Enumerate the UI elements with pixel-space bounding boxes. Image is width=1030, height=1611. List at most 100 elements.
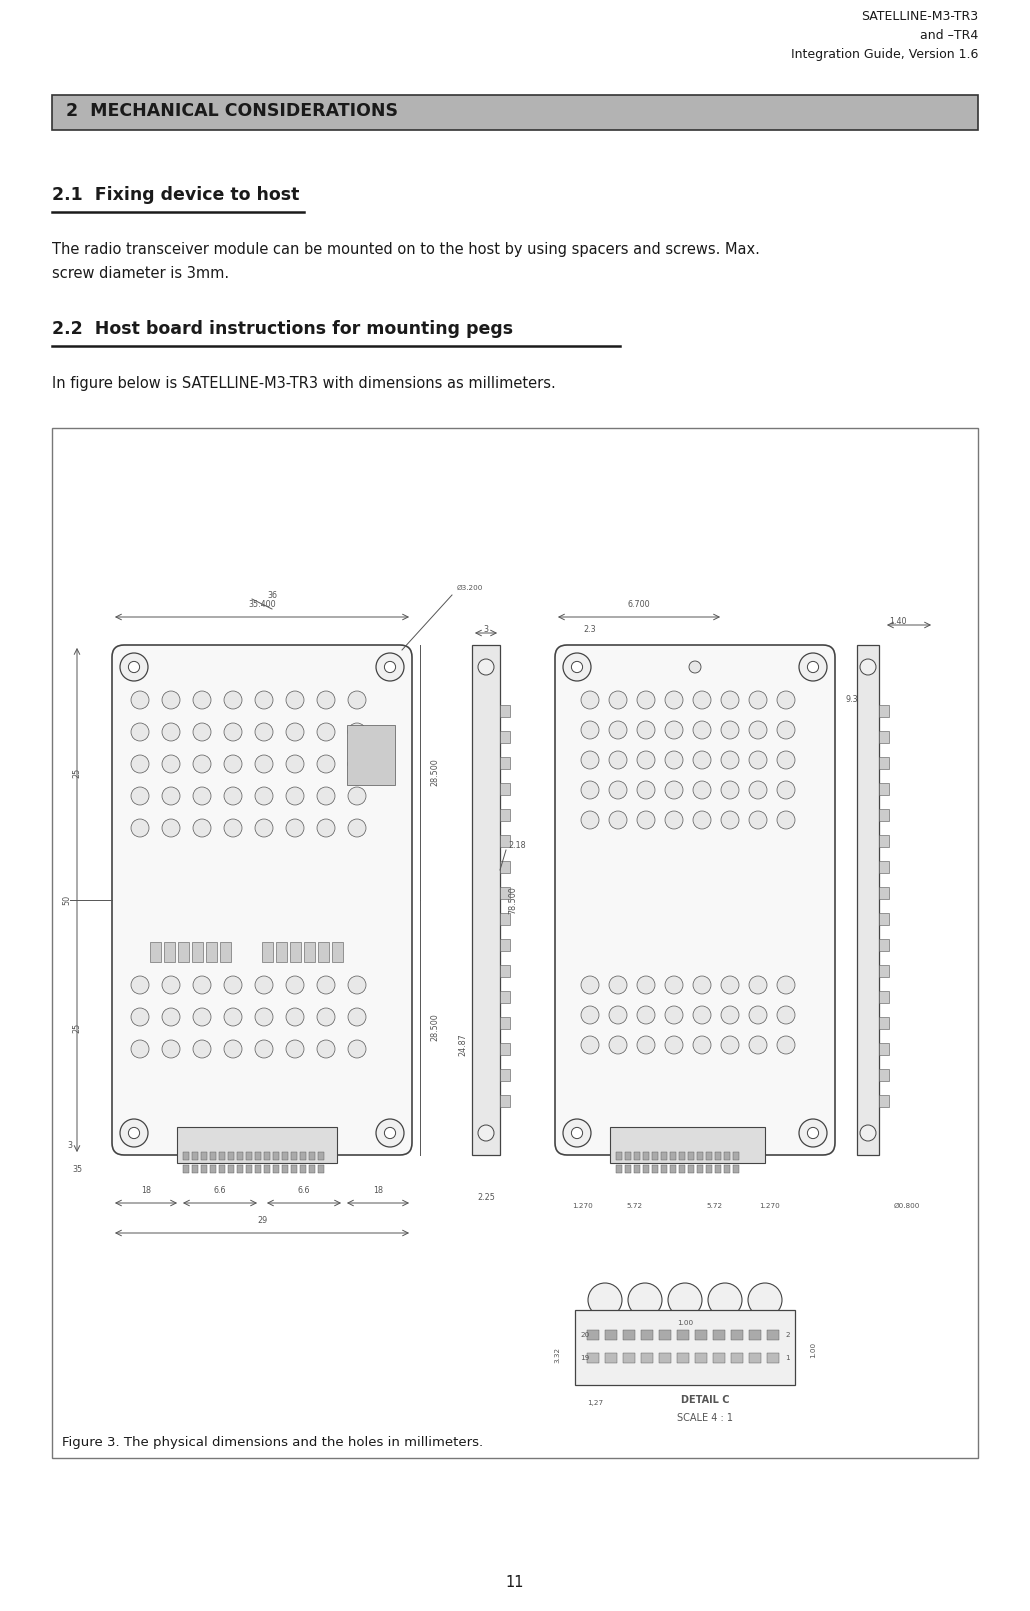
Circle shape xyxy=(777,691,795,709)
Bar xyxy=(652,1165,658,1173)
Bar xyxy=(879,1042,889,1055)
Circle shape xyxy=(348,976,366,994)
Circle shape xyxy=(609,1036,627,1054)
Bar xyxy=(291,1165,297,1173)
Bar xyxy=(697,1165,703,1173)
Bar xyxy=(150,942,161,962)
Bar xyxy=(670,1165,676,1173)
Text: Ø0.800: Ø0.800 xyxy=(894,1203,921,1208)
Circle shape xyxy=(721,810,739,830)
Circle shape xyxy=(777,722,795,739)
Bar xyxy=(879,991,889,1004)
Circle shape xyxy=(193,976,211,994)
Bar xyxy=(183,1152,188,1160)
Bar xyxy=(500,783,510,794)
Text: SCALE 4 : 1: SCALE 4 : 1 xyxy=(677,1413,733,1423)
Circle shape xyxy=(609,722,627,739)
Bar xyxy=(724,1152,730,1160)
Circle shape xyxy=(665,1036,683,1054)
Bar xyxy=(500,1042,510,1055)
Circle shape xyxy=(799,1120,827,1147)
Bar xyxy=(500,939,510,950)
Circle shape xyxy=(665,691,683,709)
Circle shape xyxy=(348,788,366,806)
Bar xyxy=(500,809,510,822)
Bar xyxy=(661,1152,667,1160)
Bar xyxy=(500,834,510,847)
Bar xyxy=(879,1095,889,1107)
Circle shape xyxy=(721,1005,739,1025)
Text: 1: 1 xyxy=(785,1355,790,1361)
Text: 5.72: 5.72 xyxy=(627,1203,643,1208)
Circle shape xyxy=(808,662,819,673)
Bar xyxy=(659,1331,671,1340)
Bar xyxy=(695,1353,707,1363)
Circle shape xyxy=(317,1008,335,1026)
Bar xyxy=(164,942,175,962)
Bar xyxy=(713,1331,725,1340)
Bar xyxy=(219,1165,225,1173)
Text: and –TR4: and –TR4 xyxy=(920,29,978,42)
Circle shape xyxy=(286,1008,304,1026)
Circle shape xyxy=(131,1008,149,1026)
Circle shape xyxy=(609,781,627,799)
Bar xyxy=(670,1152,676,1160)
Circle shape xyxy=(860,659,876,675)
Bar xyxy=(192,942,203,962)
Circle shape xyxy=(637,1036,655,1054)
Bar xyxy=(616,1165,622,1173)
Circle shape xyxy=(581,751,599,768)
Bar xyxy=(228,1152,234,1160)
Bar xyxy=(246,1165,252,1173)
Circle shape xyxy=(581,691,599,709)
Bar xyxy=(731,1353,743,1363)
Circle shape xyxy=(255,976,273,994)
Bar xyxy=(706,1152,712,1160)
Circle shape xyxy=(317,723,335,741)
Bar xyxy=(625,1165,631,1173)
Text: 1.40: 1.40 xyxy=(889,617,906,627)
Circle shape xyxy=(665,751,683,768)
Circle shape xyxy=(708,1282,742,1318)
Bar xyxy=(500,965,510,976)
Circle shape xyxy=(637,722,655,739)
Circle shape xyxy=(129,1128,140,1139)
Bar xyxy=(500,1017,510,1029)
Circle shape xyxy=(609,810,627,830)
Circle shape xyxy=(777,751,795,768)
Bar xyxy=(749,1353,761,1363)
Bar xyxy=(201,1152,207,1160)
Circle shape xyxy=(255,1041,273,1058)
Circle shape xyxy=(255,756,273,773)
Circle shape xyxy=(121,652,148,681)
Circle shape xyxy=(131,788,149,806)
Bar xyxy=(246,1152,252,1160)
Circle shape xyxy=(317,691,335,709)
Circle shape xyxy=(563,1120,591,1147)
Bar xyxy=(706,1165,712,1173)
Bar xyxy=(879,913,889,925)
Circle shape xyxy=(588,1282,622,1318)
Bar xyxy=(500,1095,510,1107)
Circle shape xyxy=(637,781,655,799)
Circle shape xyxy=(224,1008,242,1026)
Bar xyxy=(276,942,287,962)
Bar xyxy=(500,706,510,717)
Circle shape xyxy=(693,976,711,994)
Bar xyxy=(318,942,329,962)
Bar xyxy=(688,1152,694,1160)
Text: 50: 50 xyxy=(63,896,71,905)
Bar xyxy=(318,1165,324,1173)
Circle shape xyxy=(162,723,180,741)
Bar xyxy=(472,644,500,1155)
Bar xyxy=(879,783,889,794)
Circle shape xyxy=(131,723,149,741)
Text: 2.2  Host board instructions for mounting pegs: 2.2 Host board instructions for mounting… xyxy=(52,321,513,338)
Circle shape xyxy=(193,818,211,838)
Circle shape xyxy=(162,1041,180,1058)
Circle shape xyxy=(162,691,180,709)
Text: Ø3.200: Ø3.200 xyxy=(457,585,483,591)
Circle shape xyxy=(129,662,140,673)
Text: 1.00: 1.00 xyxy=(677,1319,693,1326)
Circle shape xyxy=(224,756,242,773)
